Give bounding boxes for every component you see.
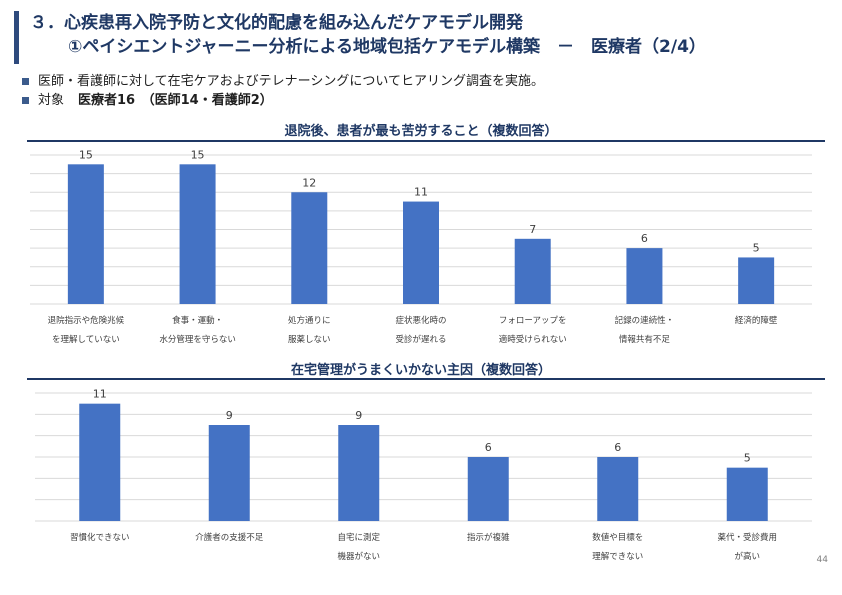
page-number: 44: [816, 555, 828, 565]
chart1-category-label: 処方通りに: [288, 315, 331, 326]
chart1-bar: [403, 201, 439, 304]
chart2-bar: [79, 403, 121, 521]
chart1-title-rule: [27, 140, 825, 142]
bullet-item: 医師・看護師に対して在宅ケアおよびテレナーシングについてヒアリング調査を実施。: [22, 72, 544, 91]
chart2-data-label: 6: [614, 441, 621, 454]
chart1-bar: [179, 164, 216, 304]
bullet-text: 対象: [38, 93, 65, 108]
chart2-category-label: 薬代・受診費用: [717, 532, 777, 543]
chart1-category-label: フォローアップを: [499, 316, 567, 326]
chart2-title: 在宅管理がうまくいかない主因（複数回答）: [290, 363, 551, 378]
bullet-list: 医師・看護師に対して在宅ケアおよびテレナーシングについてヒアリング調査を実施。 …: [22, 72, 544, 110]
chart2-data-label: 11: [93, 388, 107, 401]
slide-title: ３．心疾患再入院予防と文化的配慮を組み込んだケアモデル開発 ①ペイシエントジャー…: [30, 11, 706, 59]
chart1-category-label: 情報共有不足: [619, 334, 671, 345]
chart1-category-label: 水分管理を守らない: [159, 334, 236, 345]
chart1-data-label: 15: [191, 148, 205, 161]
chart2-category-label: 介護者の支援不足: [195, 532, 264, 543]
chart1-category-label: 服薬しない: [288, 334, 331, 345]
chart2-bar: [597, 457, 639, 521]
bullet-square-icon: [22, 97, 29, 104]
chart1-category-label: 記録の連続性・: [615, 315, 675, 326]
chart1-category-label: 適時受けられない: [499, 334, 567, 345]
chart2-data-label: 6: [485, 441, 492, 454]
chart1-bar: [67, 164, 104, 304]
chart1-bar: [738, 257, 775, 304]
chart2-category-label: 自宅に測定: [337, 532, 380, 543]
chart2-bar: [726, 467, 768, 521]
chart1-category-label: 受診が遅れる: [395, 334, 446, 345]
chart1-category-label: 経済的障壁: [735, 315, 778, 326]
chart2-bar: [338, 425, 380, 521]
chart2-category-label: が高い: [734, 551, 760, 562]
chart2-title-rule: [27, 378, 825, 380]
chart1-data-label: 6: [641, 232, 648, 245]
chart2-data-label: 5: [744, 452, 751, 465]
chart1-bar: [626, 248, 663, 304]
slide-title-line2: ①ペイシエントジャーニー分析による地域包括ケアモデル構築 － 医療者（2/4）: [68, 37, 706, 57]
chart2-bar: [467, 457, 509, 521]
chart1-category-label: 症状悪化時の: [395, 315, 446, 326]
chart2-bar: [208, 425, 250, 521]
chart1-data-label: 11: [414, 186, 428, 199]
bullet-text: 医師・看護師に対して在宅ケアおよびテレナーシングについてヒアリング調査を実施。: [38, 74, 544, 89]
bullet-square-icon: [22, 78, 29, 85]
chart1-data-label: 7: [529, 223, 536, 236]
slide-title-line1: ３．心疾患再入院予防と文化的配慮を組み込んだケアモデル開発: [30, 13, 523, 33]
chart2-data-label: 9: [355, 409, 362, 422]
title-accent-bar: [14, 11, 19, 64]
chart1-data-label: 15: [79, 148, 93, 161]
chart1-data-label: 12: [302, 176, 316, 189]
chart1-category-label: 食事・運動・: [172, 315, 223, 326]
chart2-data-label: 9: [226, 409, 233, 422]
chart2-category-label: 理解できない: [592, 551, 643, 562]
chart1-title: 退院後、患者が最も苦労すること（複数回答）: [284, 124, 558, 139]
chart2-category-label: 習慣化できない: [70, 532, 130, 543]
chart2-category-label: 数値や目標を: [592, 532, 643, 543]
chart2-category-label: 指示が複雑: [467, 532, 510, 543]
chart1-category-label: 退院指示や危険兆候: [48, 315, 125, 326]
chart2-category-label: 機器がない: [337, 551, 380, 562]
bullet-strong-text: 医療者16 （医師14・看護師2）: [78, 93, 273, 108]
chart1-bar: [514, 238, 551, 304]
chart1-bar: [291, 192, 328, 304]
chart1-category-label: を理解していない: [52, 334, 120, 345]
bullet-item: 対象 医療者16 （医師14・看護師2）: [22, 91, 544, 110]
chart1-data-label: 5: [753, 241, 760, 254]
